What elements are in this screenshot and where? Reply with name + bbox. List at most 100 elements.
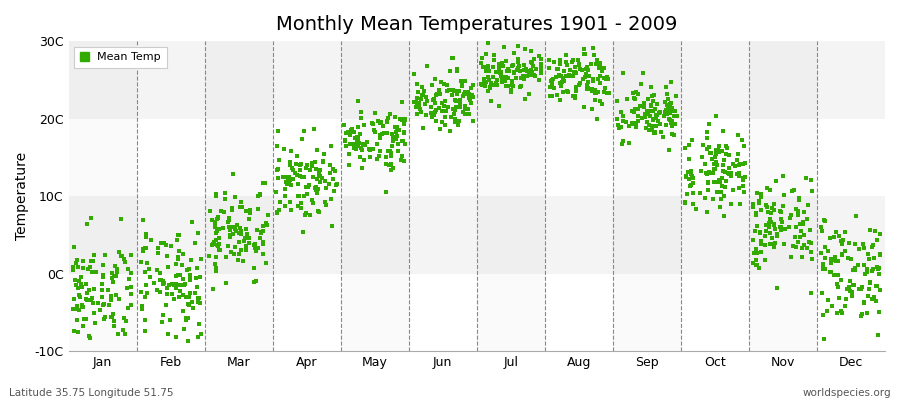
Point [168,285,183,292]
Point [168,280,183,287]
Point [708,179,723,185]
Point [575,67,590,73]
Point [704,150,718,156]
Y-axis label: Temperature: Temperature [15,152,29,240]
Point [570,70,584,76]
Point [860,269,874,275]
Point [748,257,762,263]
Point [96,315,111,322]
Point [254,229,268,236]
Point [512,63,526,69]
Point [313,166,328,173]
Point [720,145,734,151]
Point [708,146,723,153]
Point [225,205,239,211]
Point [410,100,424,106]
Point [112,249,126,256]
Point [818,244,832,250]
Point [319,202,333,208]
Point [833,308,848,314]
Point [554,78,569,85]
Point [309,184,323,191]
Point [474,55,489,61]
Point [395,152,410,159]
Point [754,249,769,256]
Point [452,88,466,94]
Point [110,266,124,272]
Point [316,158,330,165]
Point [616,138,630,144]
Point [696,142,710,148]
Bar [68,274,885,351]
Point [296,193,310,200]
Point [625,121,639,127]
Point [305,163,320,169]
Point [398,117,412,123]
Point [477,76,491,83]
Point [345,126,359,132]
Point [718,184,733,190]
Point [873,251,887,258]
Point [309,184,323,191]
Point [450,90,464,97]
Point [833,276,848,283]
Point [139,231,153,238]
Point [546,85,561,91]
Point [140,260,155,267]
Point [418,112,433,118]
Point [85,294,99,301]
Point [503,88,517,95]
Point [782,223,796,230]
Point [869,283,884,289]
Point [660,111,674,117]
Point [70,329,85,335]
Point [569,88,583,94]
Point [324,196,338,202]
Point [552,73,566,79]
Point [699,129,714,136]
Point [568,94,582,101]
Point [721,170,735,177]
Point [650,101,664,108]
Point [138,245,152,252]
Point [491,62,506,68]
Point [553,96,567,103]
Point [579,71,593,78]
Point [212,240,227,247]
Point [587,52,601,58]
Point [448,116,463,122]
Point [185,218,200,225]
Point [799,216,814,222]
Point [115,253,130,259]
Point [109,273,123,280]
Point [157,280,171,286]
Point [506,82,520,89]
Point [242,240,256,246]
Point [66,267,80,273]
Point [330,181,345,187]
Point [254,230,268,236]
Point [383,150,398,156]
Point [203,208,218,214]
Point [170,253,184,260]
Point [725,187,740,194]
Point [818,218,832,224]
Point [664,120,679,126]
Point [271,166,285,172]
Point [251,206,266,212]
Point [753,238,768,244]
Point [165,291,179,298]
Point [134,288,148,295]
Point [844,292,859,299]
Point [217,209,231,216]
Point [583,60,598,67]
Point [211,242,225,249]
Point [828,254,842,261]
Point [105,279,120,286]
Point [338,143,353,149]
Point [721,169,735,176]
Point [713,204,727,210]
Point [283,162,297,168]
Point [327,188,341,194]
Point [644,93,659,100]
